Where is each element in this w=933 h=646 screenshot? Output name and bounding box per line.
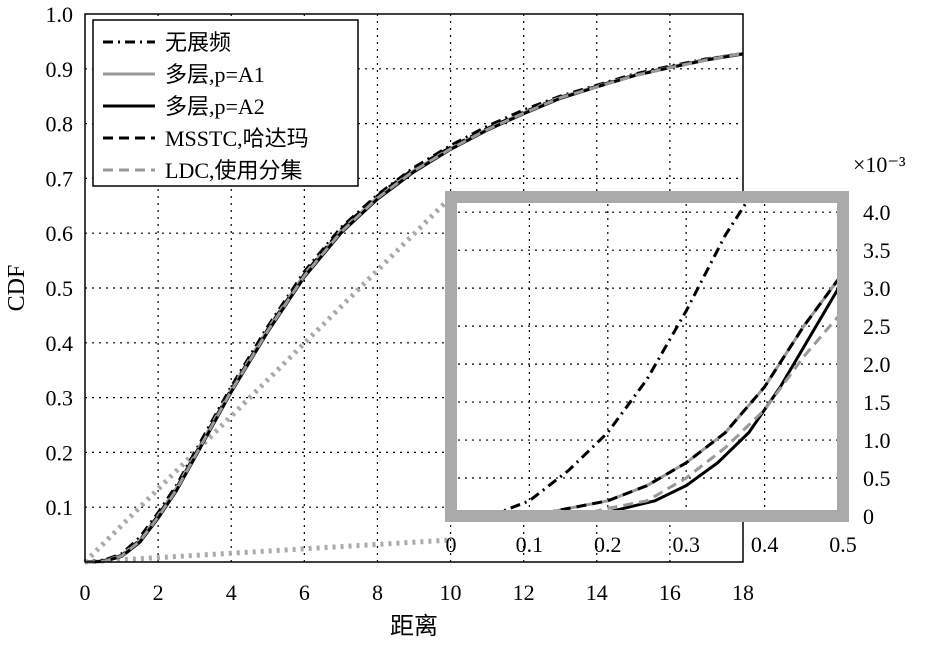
inset-y-tick-label: 3.0 <box>863 276 891 301</box>
series-line <box>84 52 744 564</box>
inset-series-line <box>529 272 843 516</box>
inset-series-line <box>489 197 752 516</box>
inset-tick-labels: 0 0.1 0.2 0.3 0.4 0.500.51.01.52.02.53.03.54.… <box>446 200 891 557</box>
legend-label: 多层,p=A2 <box>165 94 265 119</box>
y-tick-label: 0.2 <box>46 440 74 465</box>
inset-y-tick-label: 1.5 <box>863 390 891 415</box>
y-tick-label: 1.0 <box>46 2 74 27</box>
inset-series <box>489 197 843 516</box>
x-tick-label: 12 <box>513 580 535 605</box>
inset-x-tick-label: 0.5 <box>829 532 857 557</box>
inset-y-tick-label: 1.0 <box>863 428 891 453</box>
y-tick-label: 0.4 <box>46 331 74 356</box>
inset-x-tick-label: 0 <box>446 532 457 557</box>
legend-label: 多层,p=A1 <box>165 62 265 87</box>
inset-y-tick-label: 0.5 <box>863 466 891 491</box>
inset-y-scale-label: ×10⁻³ <box>853 152 906 177</box>
inset-y-tick-label: 2.5 <box>863 314 891 339</box>
legend-box <box>92 19 359 187</box>
x-tick-label: 4 <box>226 580 237 605</box>
inset-x-tick-label: 0.2 <box>594 532 622 557</box>
x-tick-label: 6 <box>299 580 310 605</box>
y-tick-label: 0.6 <box>46 221 74 246</box>
x-tick-label: 10 <box>440 580 462 605</box>
inset-y-tick-label: 3.5 <box>863 238 891 263</box>
x-tick-label: 0 <box>80 580 91 605</box>
inset-series-line <box>591 279 843 516</box>
inset-zoom-chart: 0 0.1 0.2 0.3 0.4 0.500.51.01.52.02.53.03.54.… <box>445 152 906 557</box>
legend-label: LDC,使用分集 <box>165 158 303 183</box>
inset-x-tick-label: 0.4 <box>751 532 779 557</box>
zoom-guides <box>83 195 453 565</box>
inset-y-tick-label: 0 <box>863 504 874 529</box>
zoom-guide-line <box>83 195 453 564</box>
legend-label: 无展频 <box>165 30 231 55</box>
y-tick-label: 0.9 <box>46 57 74 82</box>
inset-frame <box>445 191 849 522</box>
inset-series-line <box>576 309 843 516</box>
x-axis-label: 距离 <box>390 613 438 640</box>
y-tick-label: 0.7 <box>46 166 74 191</box>
x-tick-label: 8 <box>372 580 383 605</box>
legend-label: MSSTC,哈达玛 <box>165 126 309 151</box>
y-tick-label: 0.8 <box>46 112 74 137</box>
x-tick-label: 18 <box>732 580 754 605</box>
y-axis-label: CDF <box>4 265 30 312</box>
x-tick-label: 14 <box>586 580 608 605</box>
zoom-guide-line <box>84 537 452 565</box>
y-tick-label: 0.3 <box>46 386 74 411</box>
inset-y-tick-label: 4.0 <box>863 200 891 225</box>
x-tick-label: 16 <box>659 580 681 605</box>
inset-grid <box>451 197 843 516</box>
inset-y-tick-label: 2.0 <box>863 352 891 377</box>
x-tick-label: 2 <box>153 580 164 605</box>
inset-x-tick-label: 0.1 <box>516 532 544 557</box>
main-tick-labels: 0 2 4 6 8 10 12 14 16 18 0.1 0.2 0.3 0.4 0.5 0.6 0.7 0.8 0… <box>46 2 755 605</box>
y-tick-label: 0.5 <box>46 276 74 301</box>
inset-x-tick-label: 0.3 <box>672 532 700 557</box>
y-tick-label: 0.1 <box>46 495 74 520</box>
main-series <box>84 52 744 564</box>
